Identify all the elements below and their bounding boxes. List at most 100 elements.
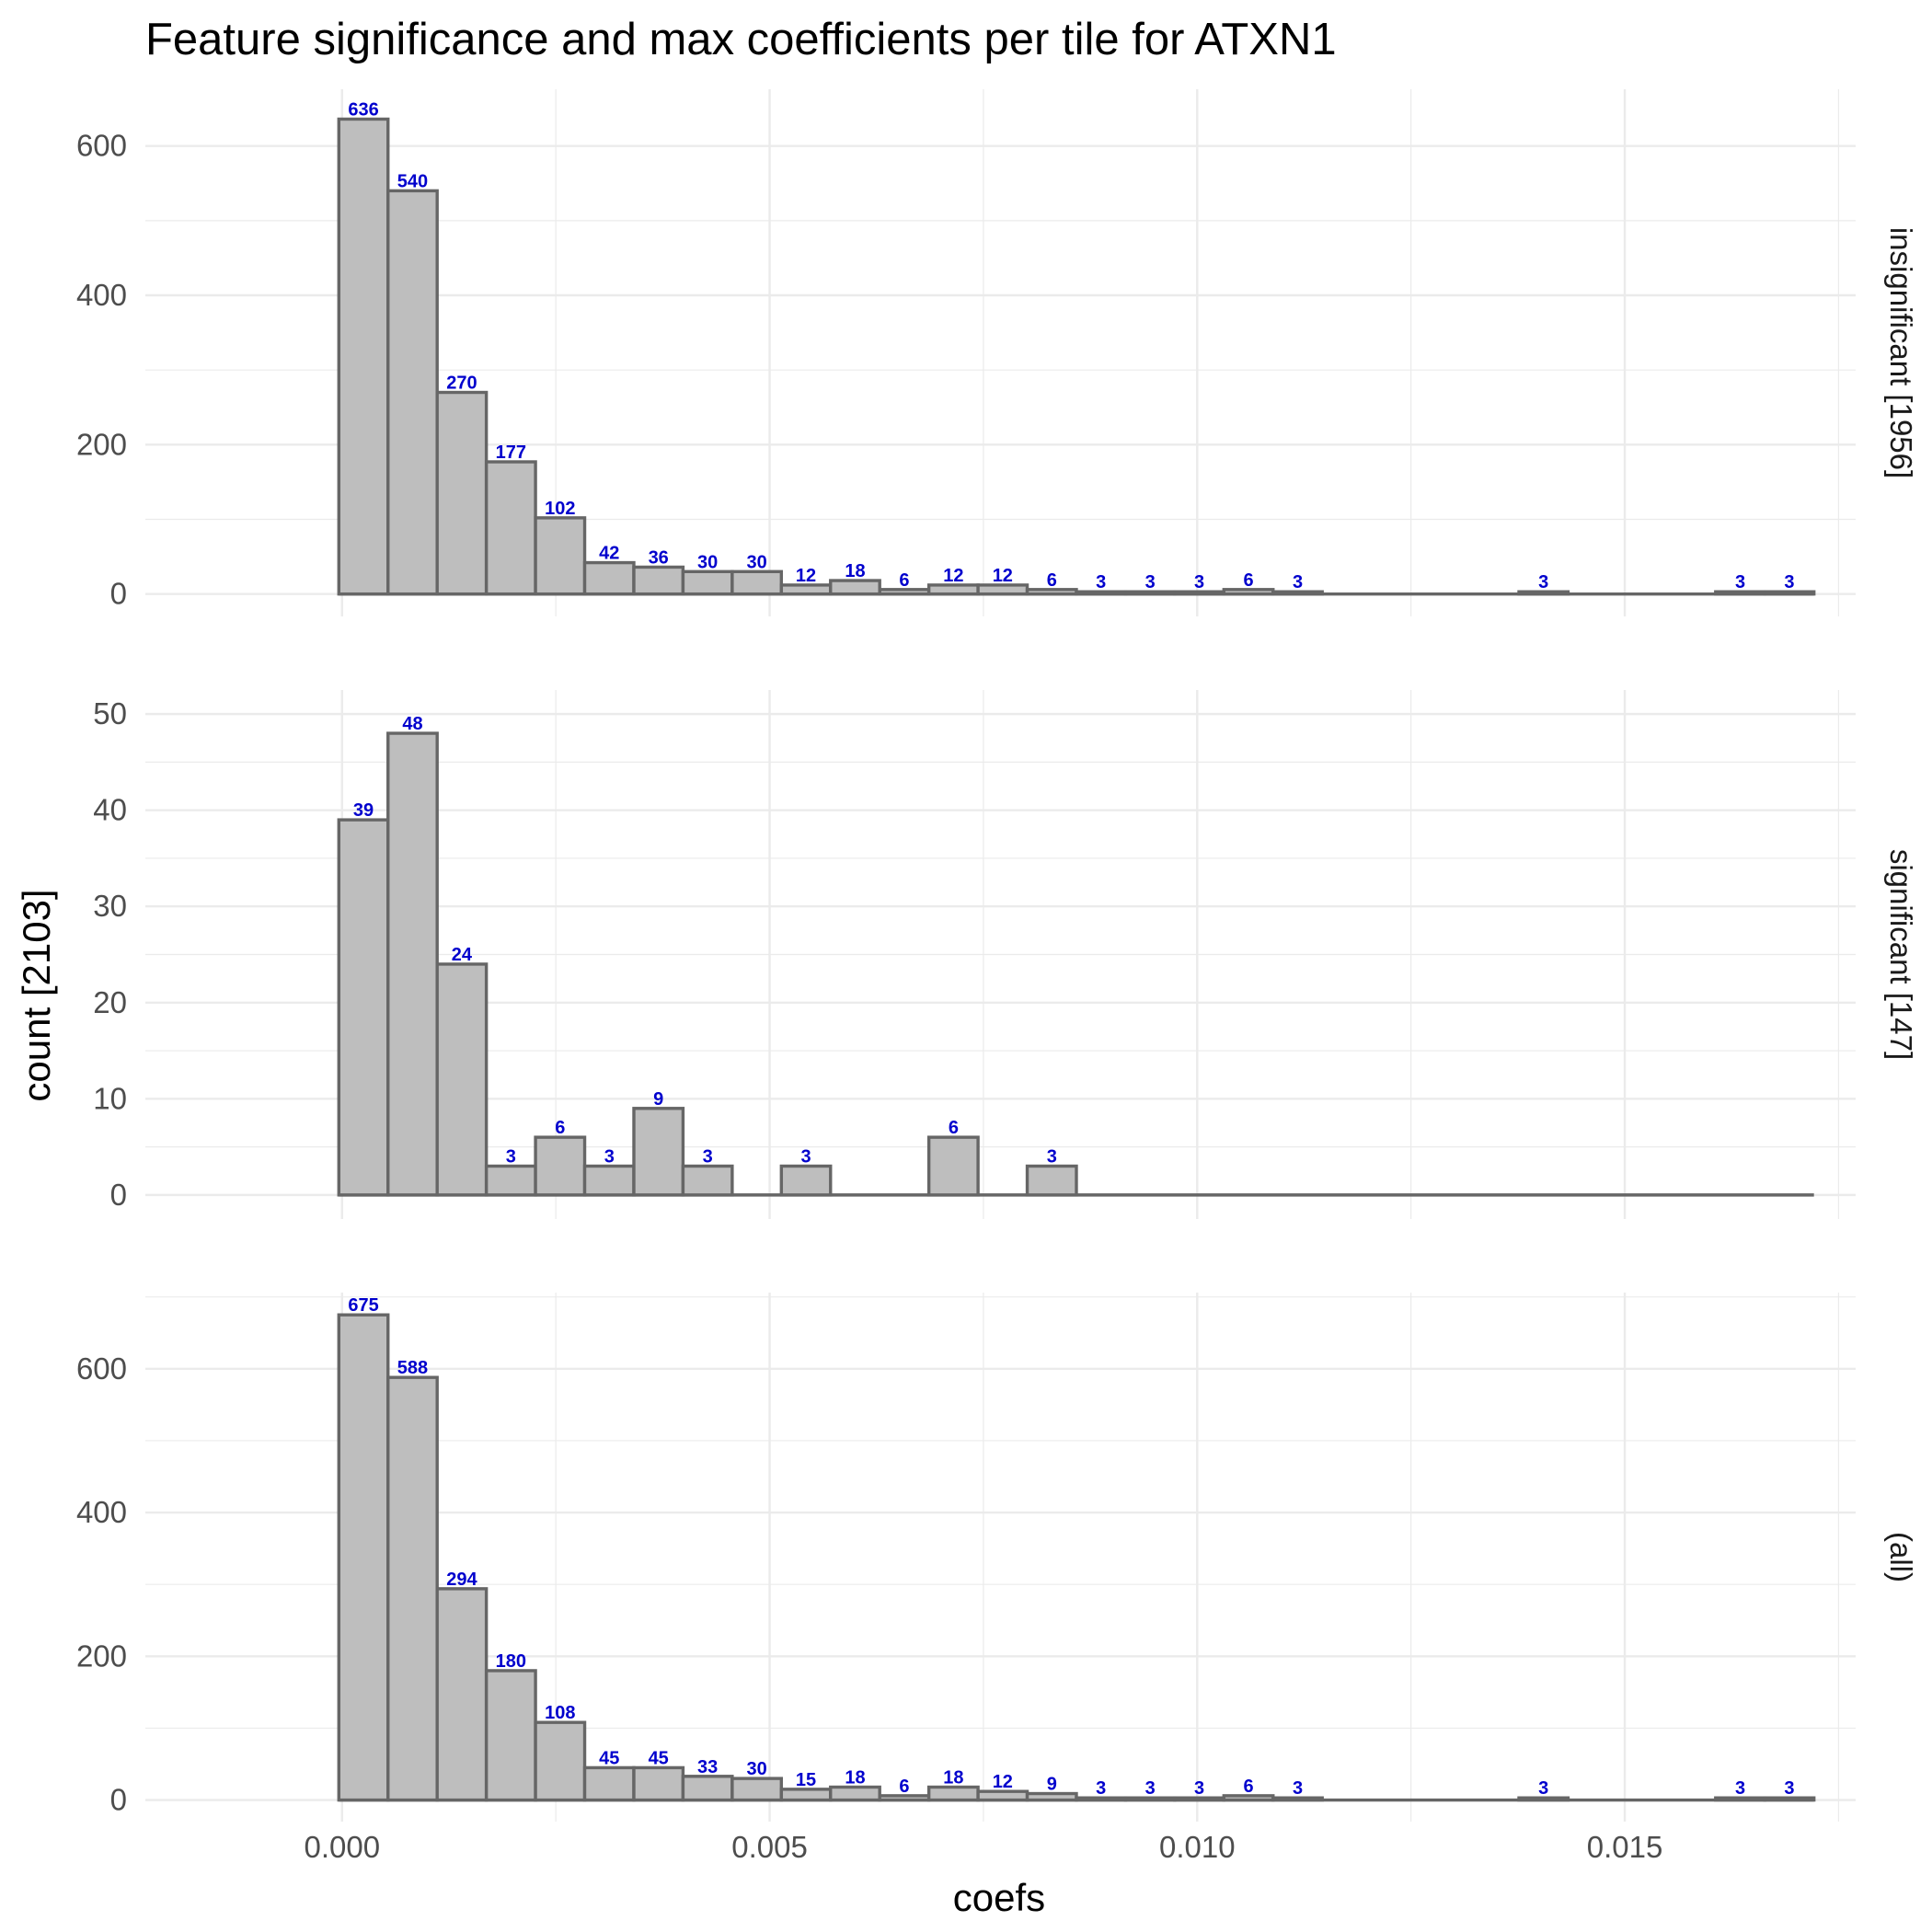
histogram-bar xyxy=(632,1107,685,1197)
bar-count-label: 3 xyxy=(800,1147,811,1167)
bar-count-label: 12 xyxy=(993,1772,1013,1792)
bar-count-label: 6 xyxy=(1047,570,1057,591)
histogram-bar xyxy=(534,516,587,596)
y-tick-label: 50 xyxy=(93,696,127,730)
bar-count-label: 3 xyxy=(1047,1147,1057,1167)
bar-count-label: 3 xyxy=(1538,572,1548,592)
histogram-bar xyxy=(1271,590,1324,596)
bar-count-label: 36 xyxy=(649,547,669,568)
x-tick-label: 0.010 xyxy=(1159,1830,1236,1864)
histogram-bar xyxy=(534,1720,587,1802)
histogram-bar xyxy=(1517,590,1570,596)
bar-count-label: 180 xyxy=(496,1651,526,1672)
y-tick-label: 0 xyxy=(110,577,127,611)
y-tick-label: 600 xyxy=(76,129,127,163)
bar-count-label: 294 xyxy=(446,1570,477,1590)
bar-count-label: 3 xyxy=(703,1147,713,1167)
histogram-bar xyxy=(829,579,881,596)
histogram-bar xyxy=(681,1775,734,1802)
y-tick-label: 600 xyxy=(76,1351,127,1386)
histogram-bar xyxy=(435,962,489,1197)
bar-count-label: 45 xyxy=(599,1748,619,1768)
bar-count-label: 636 xyxy=(348,99,378,120)
bar-count-label: 18 xyxy=(943,1768,963,1788)
bar-count-label: 3 xyxy=(1538,1778,1548,1799)
histogram-bar xyxy=(1763,1796,1816,1802)
histogram-bar xyxy=(632,1765,685,1802)
bar-count-label: 42 xyxy=(599,544,619,564)
histogram-bar xyxy=(976,1789,1029,1802)
bar-count-label: 102 xyxy=(545,499,575,519)
bar-count-label: 30 xyxy=(697,552,718,572)
bar-count-label: 18 xyxy=(845,561,865,581)
x-tick-label: 0.000 xyxy=(304,1830,380,1864)
bar-count-label: 540 xyxy=(397,171,428,191)
y-tick-label: 400 xyxy=(76,1495,127,1529)
bar-count-label: 3 xyxy=(1145,572,1156,592)
bar-count-label: 6 xyxy=(555,1118,565,1138)
bar-count-label: 3 xyxy=(1784,572,1794,592)
bar-count-label: 3 xyxy=(1784,1778,1794,1799)
x-axis: 0.000 0.005 0.010 0.015 xyxy=(304,1830,1662,1864)
bar-count-label: 675 xyxy=(348,1295,378,1316)
x-axis-title: coefs xyxy=(953,1876,1045,1919)
bar-count-label: 12 xyxy=(993,566,1013,586)
bar-count-label: 12 xyxy=(943,566,963,586)
histogram-bar xyxy=(337,117,390,596)
bar-count-label: 12 xyxy=(796,566,816,586)
bar-count-label: 3 xyxy=(1735,1778,1745,1799)
histogram-bar xyxy=(386,731,439,1197)
bar-count-label: 48 xyxy=(402,714,422,734)
histogram-bar xyxy=(730,569,784,596)
bar-count-label: 3 xyxy=(604,1147,615,1167)
y-tick-label: 30 xyxy=(93,889,127,923)
histogram-bar xyxy=(386,1375,439,1802)
histogram-bar xyxy=(632,565,685,596)
histogram-bar xyxy=(1517,1796,1570,1802)
bar-count-label: 6 xyxy=(1243,570,1253,591)
x-tick-label: 0.005 xyxy=(731,1830,808,1864)
bar-count-label: 588 xyxy=(397,1358,428,1378)
bar-count-label: 3 xyxy=(506,1147,516,1167)
bar-count-label: 30 xyxy=(746,1759,766,1779)
y-tick-label: 200 xyxy=(76,427,127,461)
histogram-bar xyxy=(1271,1796,1324,1802)
histogram-bar xyxy=(681,1164,734,1197)
histogram-bar xyxy=(484,1669,537,1802)
histogram-bar xyxy=(926,1135,980,1197)
y-tick-label: 20 xyxy=(93,985,127,1019)
histogram-bar xyxy=(779,583,833,596)
bar-count-label: 9 xyxy=(653,1089,663,1110)
y-tick-label: 0 xyxy=(110,1783,127,1817)
bar-count-label: 3 xyxy=(1096,572,1106,592)
facet-strip-label: significant [147] xyxy=(1884,849,1918,1060)
bar-count-label: 6 xyxy=(949,1118,959,1138)
histogram-bar xyxy=(435,390,489,596)
bar-count-label: 39 xyxy=(353,800,374,821)
histogram-bar xyxy=(582,1765,636,1802)
bar-count-label: 3 xyxy=(1735,572,1745,592)
y-tick-label: 10 xyxy=(93,1081,127,1115)
histogram-bar xyxy=(534,1135,587,1197)
bar-count-label: 108 xyxy=(545,1703,575,1723)
x-tick-label: 0.015 xyxy=(1587,1830,1663,1864)
histogram-bar xyxy=(829,1785,881,1802)
histogram-bar xyxy=(681,569,734,596)
bar-count-label: 9 xyxy=(1047,1775,1057,1795)
bar-count-label: 6 xyxy=(899,570,909,591)
y-tick-label: 0 xyxy=(110,1178,127,1212)
bar-count-label: 270 xyxy=(446,374,477,394)
facet-strip-label: (all) xyxy=(1884,1532,1918,1582)
histogram-bar xyxy=(976,583,1029,596)
y-axis-title: count [2103] xyxy=(15,889,58,1101)
histogram-bar xyxy=(926,583,980,596)
histogram-bar xyxy=(1025,1791,1078,1802)
histogram-bar xyxy=(582,1164,636,1197)
bar-count-label: 3 xyxy=(1194,572,1204,592)
bar-count-label: 3 xyxy=(1293,572,1303,592)
bar-count-label: 3 xyxy=(1096,1778,1106,1799)
